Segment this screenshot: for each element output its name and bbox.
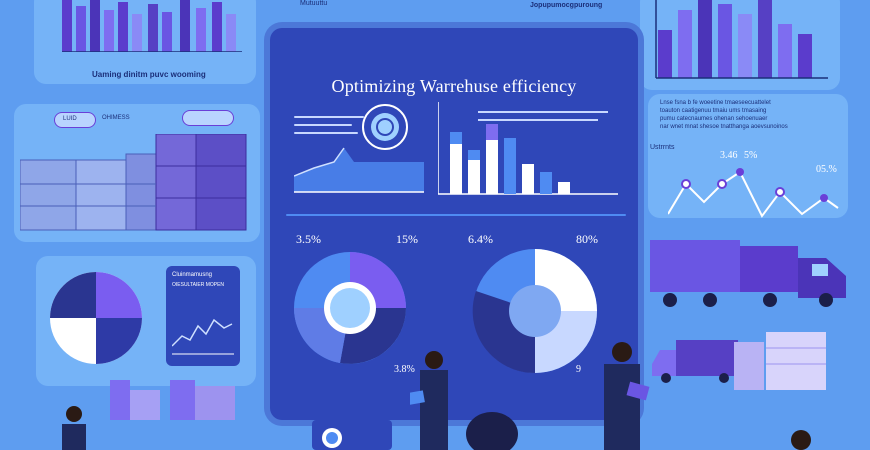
left-pie-chart <box>50 272 142 364</box>
bar <box>148 4 158 52</box>
bar <box>180 0 190 52</box>
warehouse-boxes <box>20 134 247 231</box>
slice <box>96 272 142 318</box>
right-stat-a: 3.46 <box>720 150 738 161</box>
warehouse-panel: LUID OHIMESS <box>14 104 260 242</box>
right-stat-b: 5% <box>744 150 758 161</box>
box <box>75 159 127 231</box>
left-bottom-boxes <box>110 380 235 420</box>
top-right-label: Jopupumocgpuroung <box>530 2 603 9</box>
right-paragraph-line-2: pumu catecnaumes ohenan sehoenuaer <box>660 116 768 122</box>
bar <box>738 14 752 78</box>
target-icon <box>362 104 408 150</box>
bar <box>132 14 142 52</box>
bar <box>118 2 128 52</box>
person-figure <box>791 430 811 450</box>
text-line <box>294 116 364 118</box>
bar <box>226 14 236 52</box>
slice <box>50 272 96 318</box>
pct-right-b: 80% <box>576 232 598 246</box>
right-tag-label: Ustrrnts <box>650 144 675 151</box>
bar <box>486 124 498 194</box>
right-paragraph-line-3: nar wnet mnat shesoe tnatthanga aoevsuno… <box>660 124 788 130</box>
badge-c <box>182 110 234 126</box>
page-title: Optimizing Warrehuse efficiency <box>331 76 577 96</box>
bar <box>76 6 86 52</box>
truck-icon-small <box>652 340 738 383</box>
bar <box>162 12 172 52</box>
area-chart <box>294 147 424 193</box>
badge-a: LUID <box>54 112 96 128</box>
bar <box>658 30 672 78</box>
mini-line-chart <box>172 318 234 355</box>
truck-icon <box>650 240 846 307</box>
bar <box>778 24 792 78</box>
right-info-panel: Lnse fsna b fe woeetine tmaeseecuattelet… <box>648 94 848 218</box>
mini-chart-header: Cluinmamusng <box>172 272 213 278</box>
badge-b-label: OHIMESS <box>102 115 130 121</box>
bar <box>504 138 516 194</box>
center-bar-chart <box>438 102 618 195</box>
right-paragraph-line-0: Lnse fsna b fe woeetine tmaeseecuattelet <box>660 100 771 106</box>
left-lower-panel: Cluinmamusng OIESULTAIER MOPEN <box>36 256 256 386</box>
pct-left-c: 3.8% <box>394 364 415 375</box>
bar <box>698 0 712 78</box>
person-figure <box>62 406 86 450</box>
top-right-bar-chart <box>655 0 828 79</box>
bar <box>798 34 812 78</box>
mini-chart-card: Cluinmamusng OIESULTAIER MOPEN <box>166 266 240 366</box>
top-middle-label: Mutuuttu <box>300 0 328 7</box>
divider <box>286 214 626 216</box>
person-figure <box>604 342 650 450</box>
bar <box>678 10 692 78</box>
right-donut-chart <box>472 249 597 374</box>
pct-left-a: 3.5% <box>296 232 321 246</box>
top-right-panel <box>640 0 840 90</box>
box <box>155 134 197 231</box>
pct-right-c: 9 <box>576 364 581 375</box>
top-left-panel: Uaming dinitm puvc wooming <box>34 0 256 84</box>
bar <box>758 0 772 78</box>
mini-chart-subheader: OIESULTAIER MOPEN <box>172 282 225 288</box>
text-line <box>294 132 358 134</box>
bar <box>468 150 480 160</box>
box-stacks-right <box>734 332 826 390</box>
bottom-monitor <box>312 420 392 450</box>
right-line-chart <box>668 168 839 218</box>
slice <box>96 318 142 364</box>
top-left-caption: Uaming dinitm puvc wooming <box>92 70 206 79</box>
text-line <box>294 124 352 126</box>
bar <box>104 10 114 52</box>
bar <box>196 8 206 52</box>
pct-left-b: 15% <box>396 232 418 246</box>
bar <box>90 0 100 52</box>
center-dashboard: Optimizing Warrehuse efficiency 3.5% 15% <box>270 28 638 420</box>
box <box>20 159 77 231</box>
bar <box>212 2 222 52</box>
bar <box>450 132 462 144</box>
bar <box>558 182 570 194</box>
badge-a-label: LUID <box>63 116 77 122</box>
bar <box>450 132 462 194</box>
target-icon <box>322 428 342 448</box>
bar <box>718 4 732 78</box>
person-figure <box>466 412 518 450</box>
bar <box>62 0 72 52</box>
box <box>125 153 157 231</box>
left-donut-chart <box>294 252 406 364</box>
bar <box>522 164 534 194</box>
bar <box>540 172 552 194</box>
right-stat-c: 05.% <box>816 164 837 175</box>
bar <box>468 150 480 194</box>
box <box>195 134 247 231</box>
person-figure <box>410 351 448 450</box>
top-left-bar-chart <box>62 0 242 52</box>
bar <box>486 124 498 140</box>
right-paragraph-line-1: toauton caatigenuu tmaiu ums tmasaing <box>660 108 767 114</box>
pct-right-a: 6.4% <box>468 232 493 246</box>
